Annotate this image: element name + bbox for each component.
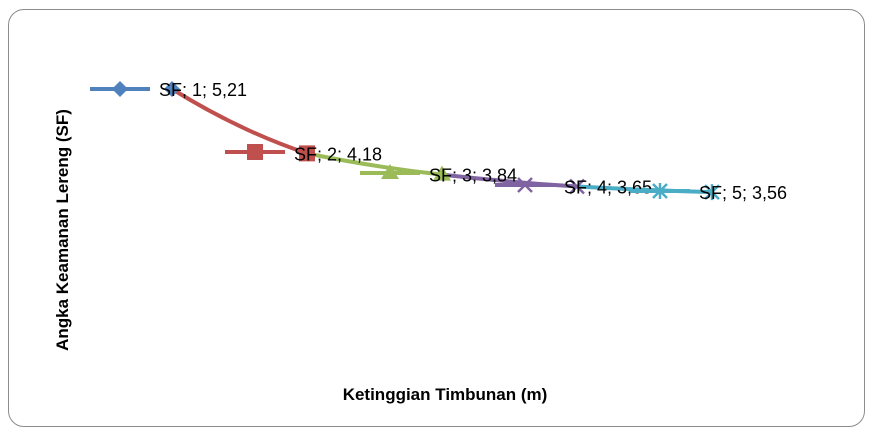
data-label-4: SF; 4; 3,65 [564, 178, 652, 198]
data-point-marker-5 [704, 184, 720, 201]
legend-key-marker-3 [381, 164, 399, 179]
data-label-3: SF; 3; 3,84 [429, 166, 517, 186]
series-line-segment-2 [305, 151, 444, 177]
data-point-marker-3 [433, 165, 451, 181]
data-point-marker-1 [164, 81, 180, 97]
series-line-segment-1 [170, 87, 309, 156]
y-axis-label: Angka Keamanan Lereng (SF) [53, 109, 72, 351]
legend-key-marker-5 [652, 183, 668, 199]
chart-frame [8, 9, 865, 427]
data-point-marker-4 [569, 178, 585, 195]
x-axis-label: Ketinggian Timbunan (m) [343, 385, 548, 404]
series-line-segment-3 [440, 172, 579, 189]
legend-key-marker-4 [517, 177, 533, 193]
data-label-1: SF; 1; 5,21 [159, 80, 247, 100]
data-label-5: SF; 5; 3,56 [699, 183, 787, 203]
legend-key-marker-2 [247, 144, 263, 160]
legend-key-marker-1 [112, 81, 128, 97]
data-label-2: SF; 2; 4,18 [294, 144, 382, 164]
data-point-marker-2 [299, 145, 315, 162]
